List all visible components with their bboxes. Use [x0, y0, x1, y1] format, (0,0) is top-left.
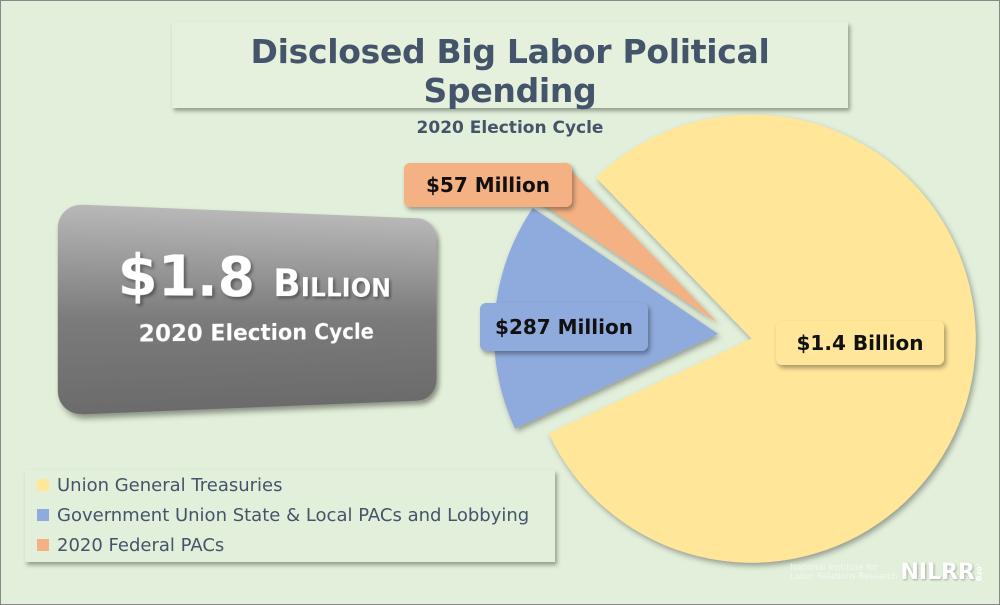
pie-slice-2 — [533, 162, 719, 324]
total-unit: Billion — [273, 261, 392, 306]
chart-subtitle: 2020 Election Cycle — [416, 118, 604, 138]
title-box: Disclosed Big Labor Political Spending 2… — [172, 22, 848, 138]
pie-slice-0 — [548, 114, 976, 563]
data-label-federal-pacs: $57 Million — [404, 163, 572, 207]
data-label-state-local: $287 Million — [480, 303, 648, 351]
legend-swatch — [37, 509, 49, 521]
legend: Union General Treasuries Government Unio… — [25, 470, 555, 562]
logo-line2: Labor Relations Research — [790, 571, 898, 582]
legend-label: Union General Treasuries — [57, 474, 283, 496]
legend-item: Union General Treasuries — [25, 470, 555, 500]
nilrr-logo: National Institute for Labor Relations Re… — [790, 560, 984, 585]
legend-label: 2020 Federal PACs — [57, 534, 225, 556]
legend-item: 2020 Federal PACs — [25, 530, 555, 560]
total-callout: $1.8 Billion 2020 Election Cycle — [57, 203, 437, 416]
logo-suffix: .org — [974, 563, 984, 582]
legend-swatch — [37, 539, 49, 551]
logo-mark: NILRR — [900, 560, 975, 585]
legend-label: Government Union State & Local PACs and … — [57, 504, 530, 526]
total-cycle: 2020 Election Cycle — [138, 320, 374, 348]
total-amount: $1.8 — [117, 242, 255, 309]
legend-item: Government Union State & Local PACs and … — [25, 500, 555, 530]
logo-line1: National Institute for — [790, 562, 878, 573]
chart-title: Disclosed Big Labor Political Spending — [250, 32, 770, 110]
legend-swatch — [37, 479, 49, 491]
data-label-treasuries: $1.4 Billion — [776, 321, 944, 365]
